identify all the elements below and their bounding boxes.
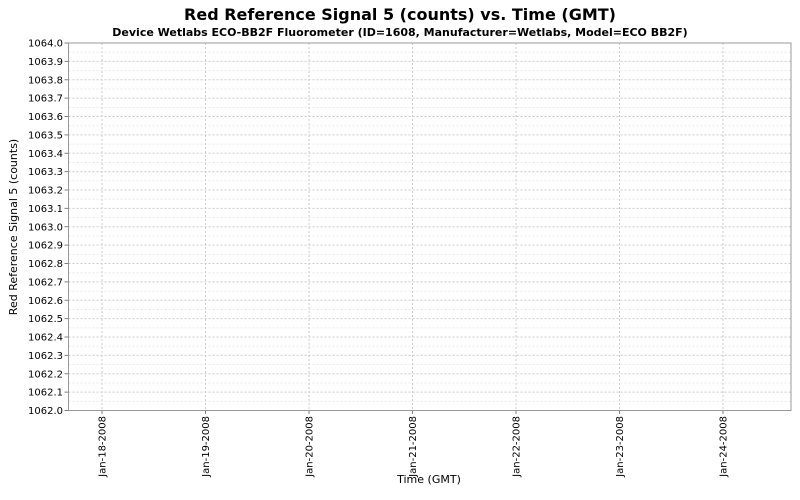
chart-subtitle: Device Wetlabs ECO-BB2F Fluorometer (ID=…	[112, 26, 688, 39]
x-tick-label: Jan-21-2008	[408, 416, 419, 478]
x-axis-tick-labels: Jan-18-2008 Jan-19-2008 Jan-20-2008 Jan-21-…	[98, 416, 730, 478]
y-tick-label: 1062.8	[28, 259, 63, 270]
y-tick-label: 1062.7	[28, 277, 63, 288]
y-tick-label: 1062.3	[28, 351, 63, 362]
minor-horizontal-gridlines	[68, 51, 791, 402]
x-tick-label: Jan-22-2008	[512, 416, 523, 478]
y-tick-label: 1062.0	[28, 406, 63, 417]
y-tick-label: 1062.2	[28, 369, 63, 380]
y-tick-label: 1063.0	[28, 222, 63, 233]
y-tick-label: 1063.8	[28, 75, 63, 86]
x-tick-label: Jan-18-2008	[98, 416, 109, 478]
y-tick-label: 1063.7	[28, 94, 63, 105]
y-axis-tick-labels: 1064.0 1063.9 1063.8 1063.7 1063.6 1063.5 1063…	[28, 39, 63, 418]
y-tick-label: 1062.9	[28, 241, 63, 252]
y-tick-label: 1063.9	[28, 57, 63, 68]
axis-tick-marks	[64, 42, 724, 414]
y-tick-label: 1064.0	[28, 39, 63, 50]
y-tick-label: 1063.2	[28, 186, 63, 197]
y-tick-label: 1063.6	[28, 112, 63, 123]
x-tick-label: Jan-20-2008	[305, 416, 316, 478]
y-tick-label: 1063.1	[28, 204, 63, 215]
y-tick-label: 1063.3	[28, 167, 63, 178]
y-axis-title: Red Reference Signal 5 (counts)	[7, 139, 20, 315]
y-tick-label: 1062.6	[28, 296, 63, 307]
y-tick-label: 1063.4	[28, 149, 63, 160]
x-tick-label: Jan-19-2008	[201, 416, 212, 478]
y-tick-label: 1062.5	[28, 314, 63, 325]
y-tick-label: 1062.4	[28, 333, 63, 344]
chart-title: Red Reference Signal 5 (counts) vs. Time…	[184, 5, 616, 24]
x-tick-label: Jan-24-2008	[719, 416, 730, 478]
x-tick-label: Jan-23-2008	[615, 416, 626, 478]
x-axis-title: Time (GMT)	[396, 473, 461, 486]
vertical-gridlines	[101, 43, 724, 411]
y-tick-label: 1063.5	[28, 130, 63, 141]
y-tick-label: 1062.1	[28, 388, 63, 399]
major-horizontal-gridlines	[68, 60, 791, 393]
